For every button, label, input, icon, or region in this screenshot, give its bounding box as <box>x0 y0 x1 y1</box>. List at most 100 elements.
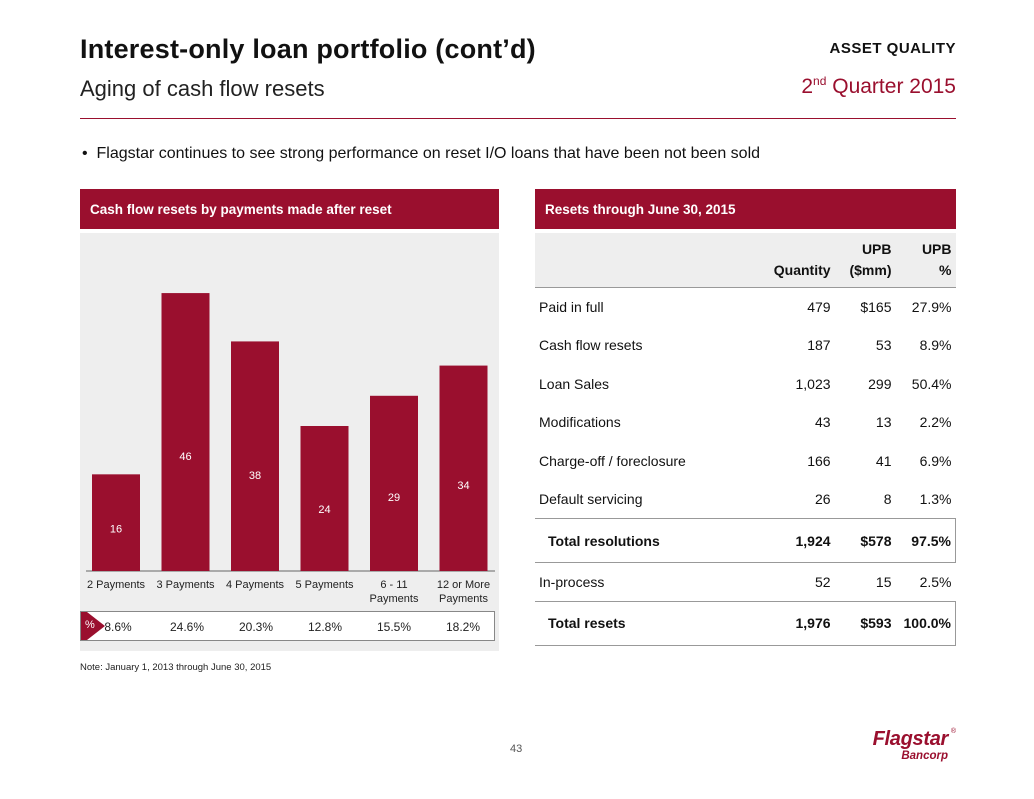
x-tick-label: 3 Payments <box>156 579 215 591</box>
table-panel-heading: Resets through June 30, 2015 <box>535 189 956 229</box>
percent-value: 8.6% <box>104 620 132 634</box>
row-pct: 50.4% <box>911 375 952 392</box>
row-upb: $593 <box>834 600 896 646</box>
chart-background <box>80 233 499 651</box>
row-label: Default servicing <box>539 491 643 507</box>
header-divider <box>80 118 956 119</box>
bar <box>300 426 349 571</box>
table-header-row: Quantity UPB ($mm) UPB % <box>535 233 956 288</box>
row-upb: 13 <box>875 414 892 431</box>
flagstar-logo: Flagstar ® Bancorp <box>872 726 960 766</box>
logo-registered-mark: ® <box>950 728 956 735</box>
x-tick-label: Payments <box>370 593 419 605</box>
percent-value: 24.6% <box>169 620 205 634</box>
row-upb: $578 <box>834 518 896 563</box>
table-row: Cash flow resets 187 53 8.9% <box>535 326 956 365</box>
chart-panel-heading: Cash flow resets by payments made after … <box>80 189 499 229</box>
page-subtitle: Aging of cash flow resets <box>80 76 325 101</box>
bar-value-label: 16 <box>110 523 122 535</box>
bar-value-label: 29 <box>388 492 400 504</box>
bullet-point: • Flagstar continues to see strong perfo… <box>82 145 761 162</box>
row-label: In-process <box>539 573 605 590</box>
in-process-row: In-process 52 15 2.5% <box>535 563 956 602</box>
row-quantity: 26 <box>814 491 831 507</box>
row-pct: 6.9% <box>919 452 952 469</box>
column-header-quantity: Quantity <box>734 233 835 288</box>
table-row: Default servicing 26 8 1.3% <box>535 480 956 519</box>
row-pct: 100.0% <box>895 600 956 646</box>
table-row: Paid in full 479 $165 27.9% <box>535 288 956 327</box>
row-quantity: 52 <box>814 573 831 590</box>
page-number: 43 <box>510 743 523 755</box>
percent-symbol: % <box>85 619 95 631</box>
percent-marker-body <box>81 612 87 640</box>
column-header-label <box>535 233 735 288</box>
row-upb: 15 <box>875 573 892 590</box>
table-row: Loan Sales 1,023 299 50.4% <box>535 365 956 404</box>
row-quantity: 187 <box>807 337 831 354</box>
bar-value-label: 34 <box>457 480 469 492</box>
column-header-upb-pct: UPB % <box>895 233 956 288</box>
x-tick-label: 6 - 11 <box>380 579 407 591</box>
percent-value: 20.3% <box>238 620 274 634</box>
row-quantity: 166 <box>807 452 831 469</box>
percent-value: 15.5% <box>376 620 412 634</box>
bar <box>92 474 140 571</box>
row-upb: 53 <box>875 337 892 354</box>
total-resets-row: Total resets 1,976 $593 100.0% <box>535 600 956 646</box>
row-label: Loan Sales <box>539 375 610 392</box>
quarter-text: Quarter 2015 <box>826 75 956 98</box>
row-pct: 2.2% <box>919 414 952 431</box>
logo-wordmark: Flagstar <box>872 728 949 750</box>
quarter-number: 2 <box>801 75 814 98</box>
row-label: Paid in full <box>539 299 604 315</box>
row-quantity: 1,023 <box>795 375 831 392</box>
bar-value-label: 46 <box>179 451 191 463</box>
bar <box>370 395 418 571</box>
row-label: Cash flow resets <box>539 337 643 354</box>
row-pct: 8.9% <box>919 337 952 354</box>
row-pct: 2.5% <box>919 573 952 590</box>
row-pct: 97.5% <box>895 518 956 563</box>
logo-subtitle: Bancorp <box>901 750 948 762</box>
column-header-upb-mm: UPB ($mm) <box>834 233 896 288</box>
row-quantity: 479 <box>807 299 831 315</box>
resets-table: Quantity UPB ($mm) UPB % Paid in full 47… <box>535 233 956 646</box>
row-label: Total resolutions <box>535 518 735 563</box>
page-title: Interest-only loan portfolio (cont’d) <box>80 34 536 64</box>
bar-value-label: 38 <box>249 470 261 482</box>
row-upb: $165 <box>860 299 892 315</box>
row-quantity: 1,924 <box>734 518 835 563</box>
bullet-text: Flagstar continues to see strong perform… <box>96 145 761 162</box>
row-quantity: 1,976 <box>734 600 835 646</box>
bar-value-label: 24 <box>318 504 330 516</box>
bar-chart: 16 2 Payments 46 3 Payments 38 4 Payments 24 5 … <box>86 293 495 605</box>
percent-row: % 8.6% 24.6% 20.3% 12.8% 15.5% 18.2% <box>80 611 495 641</box>
row-upb: 41 <box>875 452 892 469</box>
row-upb: 8 <box>883 491 892 507</box>
table-row: Modifications 43 13 2.2% <box>535 403 956 442</box>
footnote: Note: January 1, 2013 through June 30, 2… <box>80 662 272 673</box>
percent-value: 12.8% <box>307 620 343 634</box>
percent-value: 18.2% <box>445 620 481 634</box>
percent-marker-arrow <box>87 612 105 640</box>
bar <box>439 365 488 571</box>
row-pct: 1.3% <box>919 491 952 507</box>
x-tick-label: 4 Payments <box>226 579 285 591</box>
x-tick-label: 2 Payments <box>87 579 146 591</box>
quarter-label: 2nd Quarter 2015 <box>801 74 956 99</box>
x-tick-label: 12 or More <box>437 579 490 591</box>
row-label: Total resets <box>535 600 735 646</box>
row-quantity: 43 <box>814 414 831 431</box>
row-upb: 299 <box>868 375 892 392</box>
bar <box>231 341 279 571</box>
table-row: Charge-off / foreclosure 166 41 6.9% <box>535 442 956 481</box>
row-label: Modifications <box>539 414 621 431</box>
bar <box>161 293 210 571</box>
section-tag: ASSET QUALITY <box>829 40 956 57</box>
quarter-suffix: nd <box>813 74 827 88</box>
x-tick-label: 5 Payments <box>295 579 354 591</box>
total-resolutions-row: Total resolutions 1,924 $578 97.5% <box>535 518 956 563</box>
x-tick-label: Payments <box>439 593 488 605</box>
row-label: Charge-off / foreclosure <box>539 452 686 469</box>
